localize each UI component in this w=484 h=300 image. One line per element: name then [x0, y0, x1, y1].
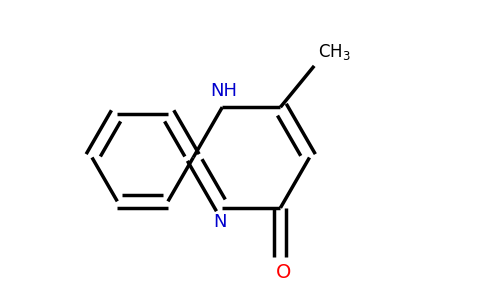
Text: O: O: [276, 263, 291, 282]
Text: N: N: [214, 214, 227, 232]
Text: CH$_3$: CH$_3$: [318, 42, 351, 62]
Text: NH: NH: [211, 82, 238, 100]
